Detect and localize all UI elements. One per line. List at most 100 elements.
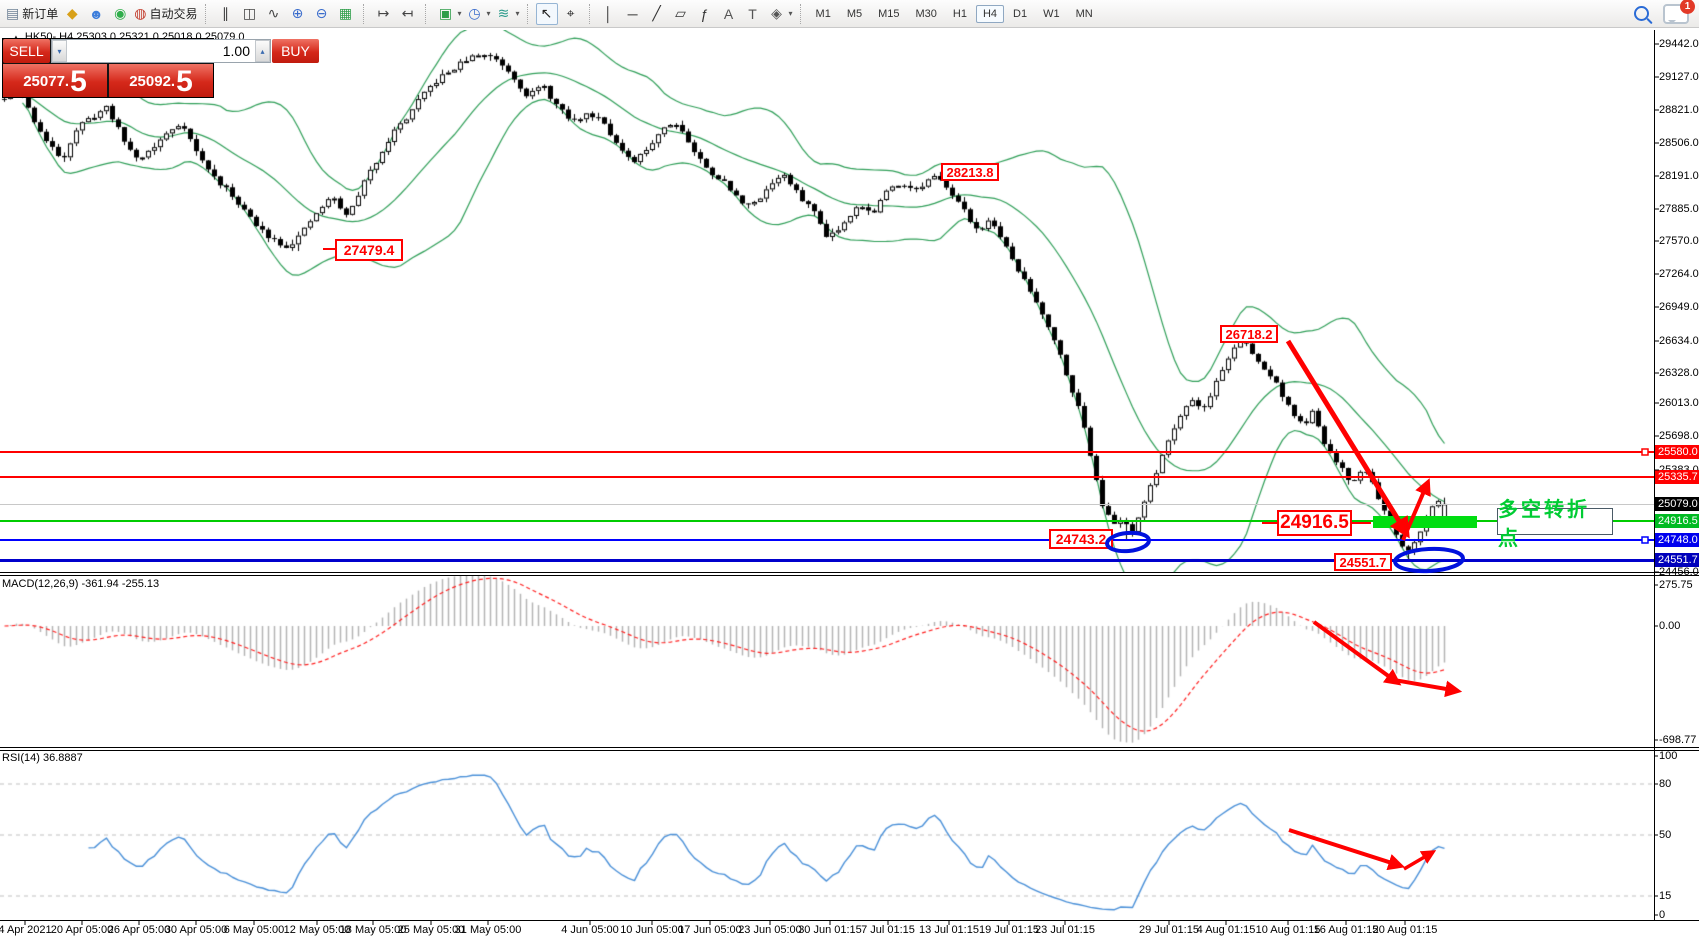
zoom-out-icon[interactable]: ⊖	[310, 3, 332, 25]
horizontal-line[interactable]	[0, 559, 1654, 562]
new-chart-button[interactable]: ▣	[434, 3, 456, 25]
panel-separator[interactable]	[0, 572, 1699, 573]
indicators-button[interactable]: ≋	[493, 3, 515, 25]
styler-icon-icon: ◆	[66, 5, 78, 21]
line-chart-icon[interactable]: ∿	[262, 3, 284, 25]
candlestick-chart-icon[interactable]: ◫	[238, 3, 260, 25]
buy-price-pips: 5	[176, 65, 193, 98]
timeframe-m1-button[interactable]: M1	[815, 7, 831, 20]
timeframe-h4-button[interactable]: H4	[975, 4, 1005, 23]
macd-axis-tick: 275.75	[1659, 579, 1693, 591]
time-axis-tick: 10 Jun 05:00	[620, 924, 684, 936]
horizontal-line-tool[interactable]: ─	[622, 3, 644, 25]
timeframe-m5-button[interactable]: M5	[846, 7, 863, 20]
horizontal-line[interactable]	[0, 520, 1654, 522]
time-axis-tick: 12 May 05:00	[283, 924, 351, 936]
volume-increase-button[interactable]: ▴	[255, 40, 270, 62]
new-order-icon: ▤	[6, 5, 20, 21]
candlestick-chart-icon-icon: ◫	[242, 5, 257, 21]
buy-button[interactable]: BUY	[272, 39, 319, 63]
timeframe-m15-button[interactable]: M15	[878, 7, 900, 20]
panel-separator[interactable]	[0, 747, 1699, 748]
crosshair-tool[interactable]: ⌖	[560, 3, 582, 25]
pivot-annotation-label[interactable]: 多空转折点	[1497, 499, 1613, 550]
toolbar-separator	[363, 3, 365, 24]
timeframe-m30-button[interactable]: M30	[915, 7, 937, 20]
text-tool[interactable]: A	[718, 3, 740, 25]
fibonacci-tool[interactable]: ƒ	[694, 3, 716, 25]
time-axis-tick: 10 Aug 01:15	[1255, 924, 1321, 936]
horizontal-line[interactable]	[0, 504, 1654, 505]
zoom-in-icon[interactable]: ⊕	[286, 3, 308, 25]
shapes-tool-dropdown-icon[interactable]: ▾	[788, 9, 793, 18]
text-label-tool[interactable]: T	[742, 3, 764, 25]
alerts-icon-icon: ◉	[114, 5, 127, 21]
price-callout-label[interactable]: 26718.2	[1220, 325, 1278, 343]
price-callout-label[interactable]: 24551.7	[1334, 553, 1392, 571]
macd-panel-canvas[interactable]	[0, 576, 1654, 746]
channel-tool[interactable]: ▱	[670, 3, 692, 25]
shapes-tool[interactable]: ◈	[766, 3, 788, 25]
sell-price-display[interactable]: 25077. 5	[3, 64, 107, 97]
volume-input[interactable]	[67, 40, 255, 62]
price-axis-tick: 26634.0	[1659, 335, 1699, 347]
price-callout-label[interactable]: 27479.4	[335, 239, 403, 261]
chart-shift-icon[interactable]: ↤	[396, 3, 418, 25]
tile-windows-icon[interactable]: ▦	[334, 3, 356, 25]
chart-shift-icon-icon: ↤	[401, 5, 414, 21]
periods-button-dropdown-icon[interactable]: ▾	[486, 9, 491, 18]
timeframe-h1-button[interactable]: H1	[952, 7, 967, 20]
rsi-panel-canvas[interactable]	[0, 750, 1654, 919]
sell-price: 25077.	[23, 73, 70, 90]
volume-decrease-button[interactable]: ▾	[52, 40, 67, 62]
bar-chart-icon[interactable]: ∥	[214, 3, 236, 25]
sell-price-pips: 5	[70, 65, 87, 98]
buy-price-display[interactable]: 25092. 5	[109, 64, 213, 97]
sell-button[interactable]: SELL	[3, 39, 50, 63]
price-callout-label[interactable]: 24916.5	[1277, 510, 1352, 536]
time-axis-tick: 7 Jul 01:15	[861, 924, 915, 936]
autotrading-button[interactable]: ◍ 自动交易	[133, 3, 198, 25]
community-icon-icon: ☻	[88, 5, 104, 22]
price-axis-tick: 28821.0	[1659, 104, 1699, 116]
trendline-tool[interactable]: ╱	[646, 3, 668, 25]
price-axis-tick: 29442.0	[1659, 38, 1699, 50]
horizontal-line[interactable]	[0, 451, 1654, 453]
pivot-highlight-bar[interactable]	[1373, 516, 1477, 528]
timeframe-d1-button[interactable]: D1	[1013, 7, 1028, 20]
new-order-button-label: 新订单	[22, 7, 59, 21]
time-axis-tick: 26 Apr 05:00	[107, 924, 171, 936]
price-level-label: 25580.0	[1655, 445, 1699, 459]
bar-chart-icon-icon: ∥	[221, 5, 229, 21]
alerts-icon[interactable]: ◉	[109, 3, 131, 25]
time-axis-tick: 4 Apr 2021	[0, 924, 52, 936]
autotrading-button-label: 自动交易	[149, 7, 198, 21]
vertical-line-tool[interactable]: │	[598, 3, 620, 25]
price-callout-label[interactable]: 28213.8	[941, 163, 999, 181]
timeframe-w1-button[interactable]: W1	[1043, 7, 1060, 20]
new-order-button[interactable]: ▤ 新订单	[5, 3, 59, 25]
price-callout-label[interactable]: 24743.2	[1049, 529, 1113, 549]
time-axis-tick: 31 May 05:00	[454, 924, 522, 936]
indicators-button-dropdown-icon[interactable]: ▾	[515, 9, 520, 18]
periods-button[interactable]: ◷	[464, 3, 486, 25]
search-icon[interactable]	[1634, 6, 1649, 21]
time-axis-tick: 29 Jul 01:15	[1139, 924, 1199, 936]
horizontal-line[interactable]	[0, 476, 1654, 478]
price-level-label: 25335.7	[1655, 470, 1699, 484]
price-chart-canvas[interactable]	[0, 30, 1654, 573]
one-click-trading-panel: SELL ▾ ▴ BUY 25077. 5 25092. 5	[2, 38, 319, 98]
new-chart-button-dropdown-icon[interactable]: ▾	[457, 9, 462, 18]
notifications-icon[interactable]: 1	[1663, 0, 1695, 24]
auto-scroll-icon[interactable]: ↦	[372, 3, 394, 25]
rsi-axis-tick: 50	[1659, 829, 1672, 841]
horizontal-line[interactable]	[0, 539, 1654, 541]
time-axis-tick: 30 Jun 01:15	[798, 924, 862, 936]
community-icon[interactable]: ☻	[85, 3, 107, 25]
styler-icon[interactable]: ◆	[61, 3, 83, 25]
cursor-tool[interactable]: ↖	[535, 2, 558, 25]
panel-separator	[0, 575, 1699, 576]
timeframe-mn-button[interactable]: MN	[1075, 7, 1093, 20]
toolbar-separator	[425, 3, 427, 24]
new-chart-icon: ▣	[438, 5, 453, 21]
